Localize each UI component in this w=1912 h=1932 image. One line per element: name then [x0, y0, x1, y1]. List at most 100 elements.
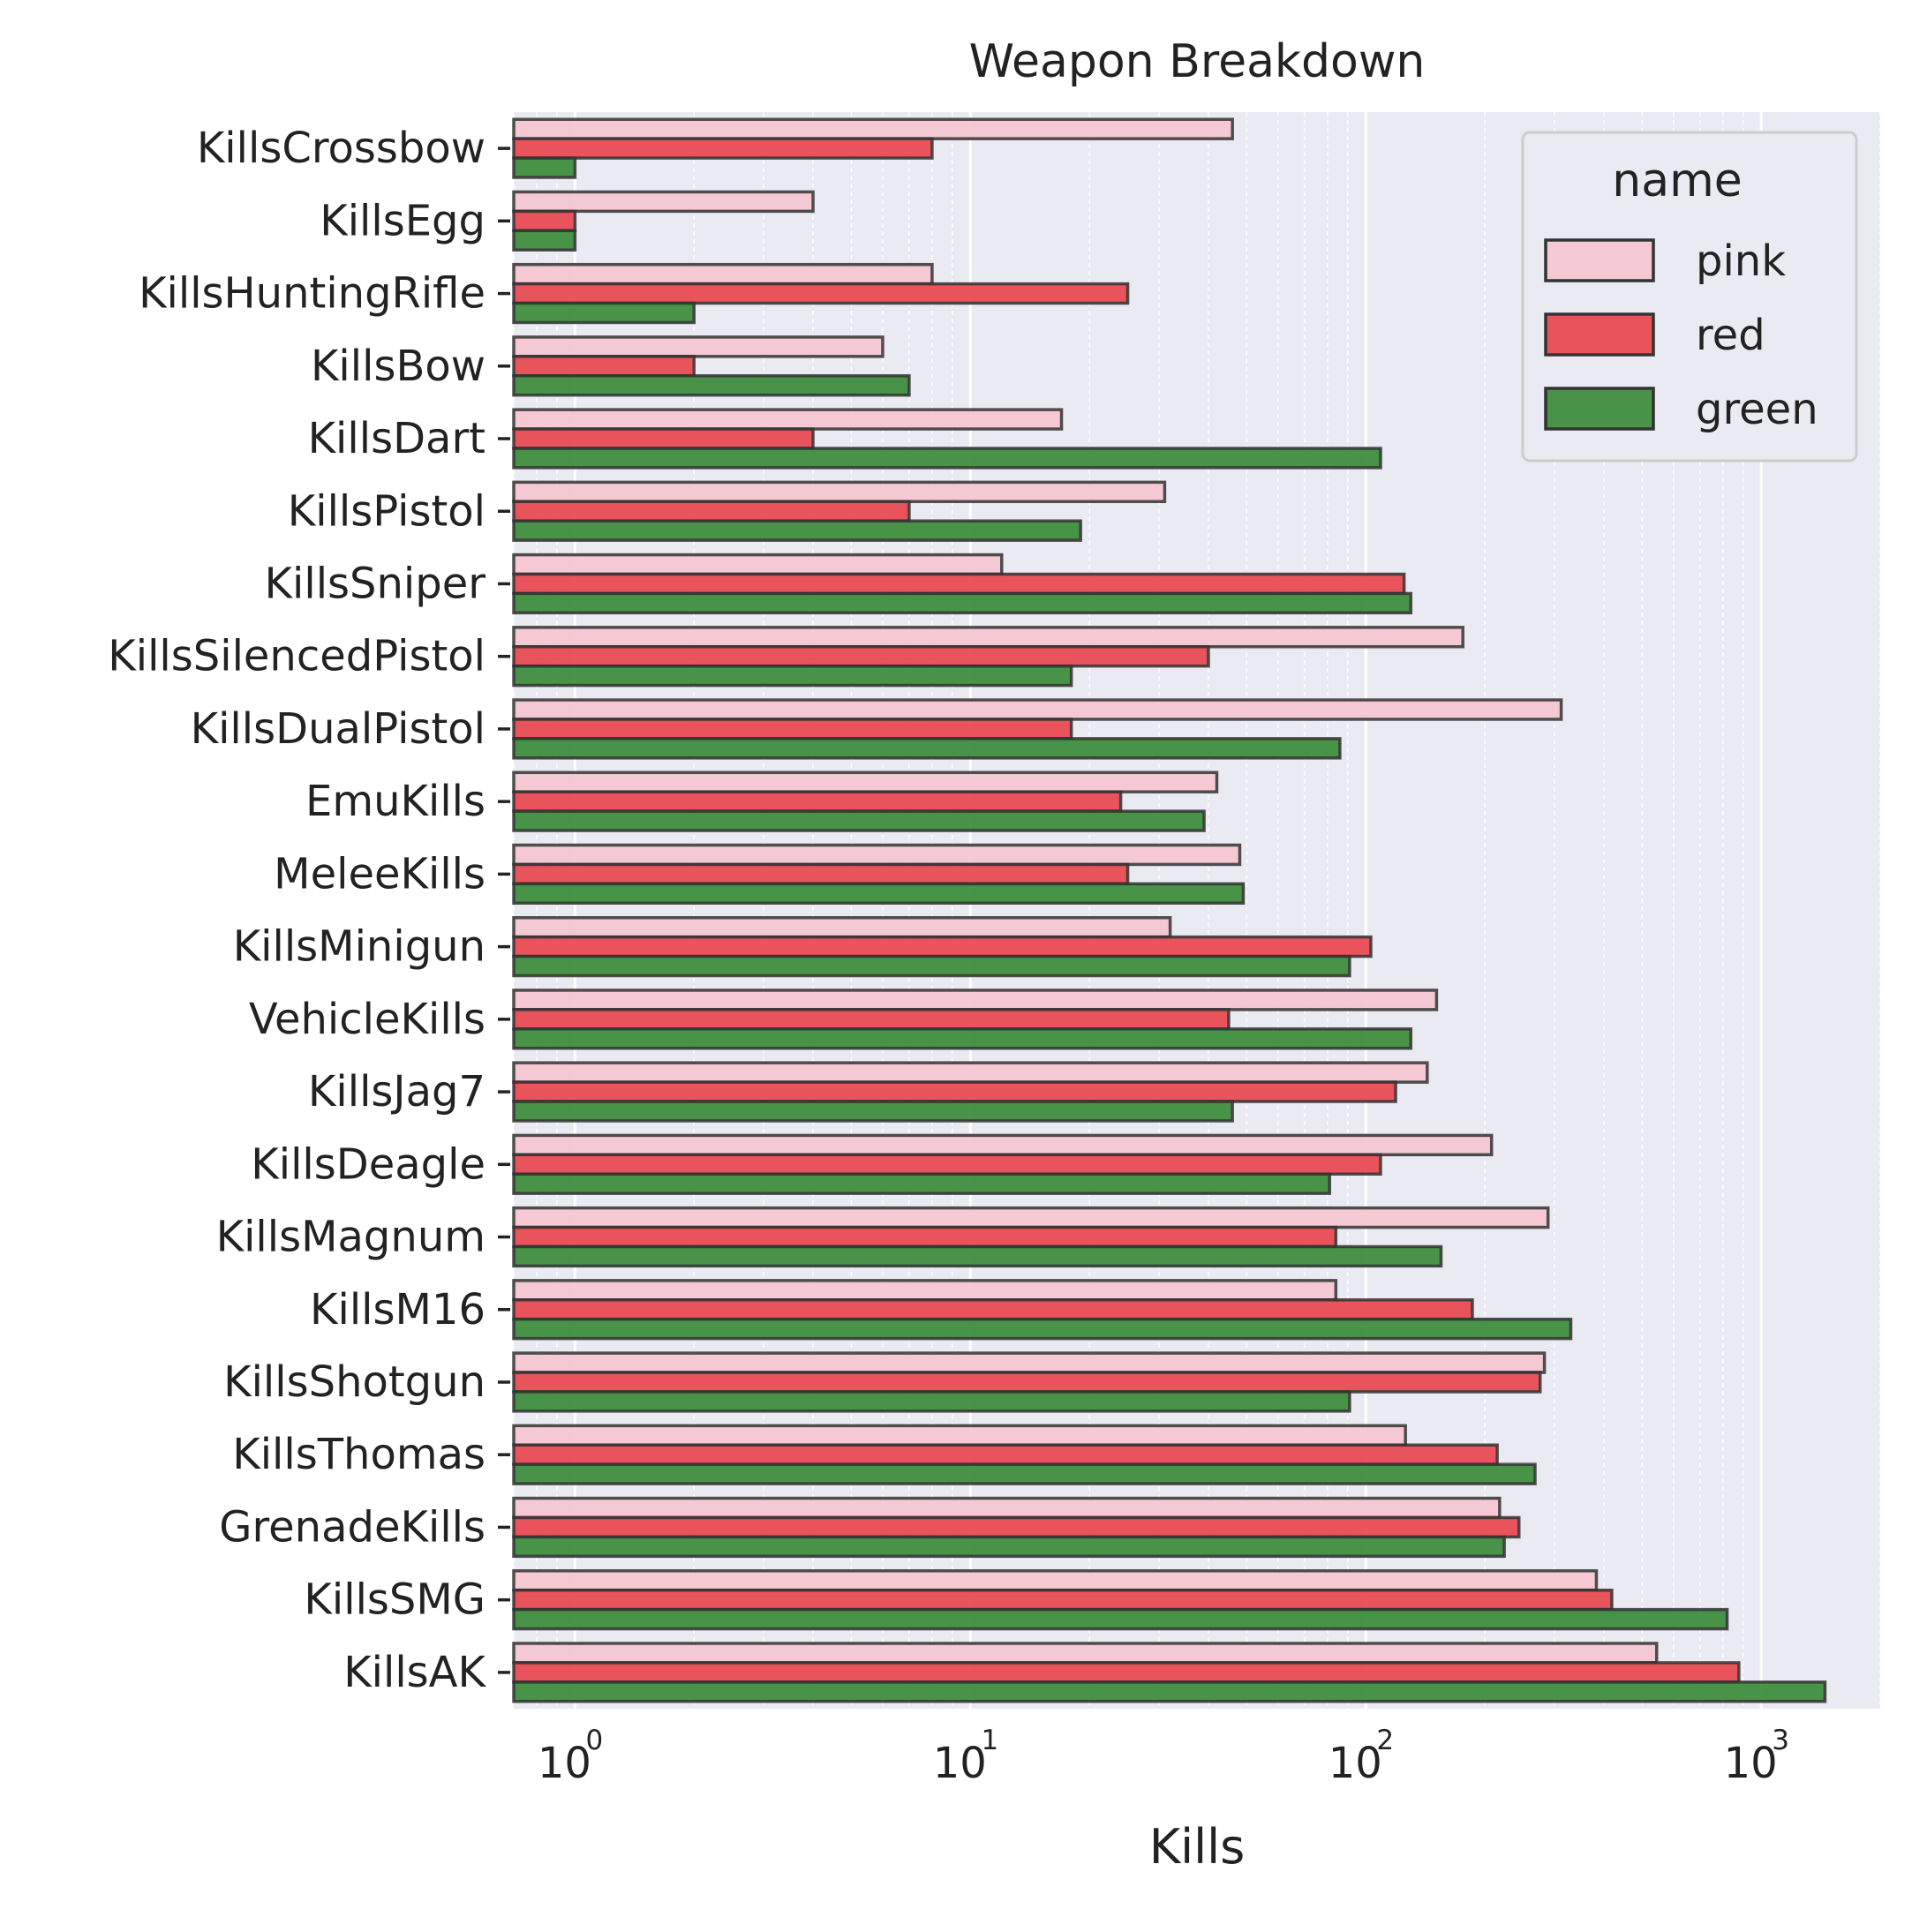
bar-red-KillsSniper: [512, 572, 1406, 596]
bar-red-KillsThomas: [512, 1443, 1499, 1466]
bar-pink-KillsDart: [512, 408, 1064, 431]
bar-green-KillsPistol: [512, 519, 1082, 542]
x-axis: 100 101 102 103: [538, 1725, 1789, 1788]
bar-pink-KillsEgg: [512, 190, 815, 214]
bar-pink-KillsMinigun: [512, 915, 1172, 939]
bar-red-GrenadeKills: [512, 1515, 1521, 1539]
bar-red-EmuKills: [512, 790, 1123, 813]
bar-pink-KillsAK: [512, 1642, 1659, 1665]
x-tick-label: 100: [538, 1725, 603, 1788]
bar-pink-KillsThomas: [512, 1424, 1407, 1447]
bar-red-KillsCrossbow: [512, 137, 934, 160]
legend-title: name: [1612, 154, 1742, 207]
y-tick-label: VehicleKills: [249, 995, 486, 1044]
bar-red-KillsShotgun: [512, 1371, 1542, 1394]
bar-pink-KillsSMG: [512, 1569, 1599, 1592]
bar-pink-KillsHuntingRifle: [512, 262, 934, 286]
bar-red-KillsDart: [512, 427, 815, 450]
bar-green-KillsSniper: [512, 591, 1413, 615]
x-tick-base: 10: [933, 1739, 987, 1788]
bar-green-KillsCrossbow: [512, 156, 577, 179]
y-tick-label: KillsJag7: [308, 1067, 486, 1116]
x-tick-label: 103: [1724, 1725, 1789, 1788]
bar-green-KillsDart: [512, 447, 1382, 470]
bar-red-KillsEgg: [512, 209, 577, 233]
y-tick-label: KillsPistol: [288, 486, 486, 536]
y-tick-label: EmuKills: [305, 777, 486, 826]
bar-pink-KillsSilencedPistol: [512, 626, 1464, 649]
bar-pink-KillsSniper: [512, 553, 1004, 576]
bar-pink-KillsJag7: [512, 1061, 1429, 1084]
y-tick-label: KillsMagnum: [216, 1213, 486, 1262]
bar-green-VehicleKills: [512, 1027, 1413, 1050]
x-tick-base: 10: [1724, 1739, 1778, 1788]
x-axis-label: Kills: [1149, 1819, 1246, 1875]
y-tick-label: KillsSMG: [304, 1575, 486, 1625]
bar-green-GrenadeKills: [512, 1535, 1506, 1559]
y-tick-label: KillsDualPistol: [191, 704, 486, 754]
y-tick-label: KillsSilencedPistol: [108, 632, 486, 681]
legend-label-pink: pink: [1696, 237, 1786, 286]
bar-pink-GrenadeKills: [512, 1496, 1502, 1520]
bar-pink-KillsShotgun: [512, 1351, 1547, 1374]
x-tick-exponent: 3: [1772, 1725, 1789, 1756]
bar-green-KillsShotgun: [512, 1390, 1351, 1413]
bar-green-KillsSMG: [512, 1607, 1729, 1631]
legend-box: [1521, 131, 1858, 462]
x-tick-exponent: 1: [981, 1725, 998, 1756]
y-tick-label: KillsSniper: [265, 559, 486, 608]
legend: name pink red green: [1521, 131, 1858, 462]
bar-red-KillsHuntingRifle: [512, 282, 1130, 305]
bar-red-KillsMinigun: [512, 935, 1373, 958]
bar-green-KillsSilencedPistol: [512, 664, 1073, 688]
bar-pink-KillsM16: [512, 1279, 1338, 1302]
y-tick-label: KillsCrossbow: [197, 124, 486, 173]
legend-swatch-pink: [1544, 238, 1655, 282]
y-tick-label: KillsHuntingRifle: [139, 269, 486, 319]
legend-label-green: green: [1696, 385, 1818, 434]
bar-green-KillsJag7: [512, 1100, 1234, 1123]
bar-green-KillsHuntingRifle: [512, 301, 696, 325]
x-tick-base: 10: [1329, 1739, 1382, 1788]
bar-green-KillsBow: [512, 374, 911, 397]
bar-green-KillsEgg: [512, 229, 577, 252]
bar-green-KillsDeagle: [512, 1172, 1331, 1195]
bar-green-KillsMinigun: [512, 954, 1351, 978]
y-tick-label: KillsShotgun: [223, 1357, 486, 1407]
bar-pink-KillsMagnum: [512, 1206, 1550, 1229]
bar-red-VehicleKills: [512, 1008, 1231, 1031]
bar-red-KillsAK: [512, 1661, 1741, 1684]
bar-pink-KillsDualPistol: [512, 698, 1563, 721]
bar-pink-KillsDeagle: [512, 1133, 1494, 1157]
bar-green-KillsDualPistol: [512, 737, 1342, 760]
x-tick-label: 101: [933, 1725, 998, 1788]
bar-red-KillsM16: [512, 1298, 1474, 1321]
y-tick-label: GrenadeKills: [219, 1502, 486, 1552]
y-tick-label: KillsDart: [308, 414, 486, 463]
y-tick-label: KillsThomas: [232, 1430, 486, 1479]
bar-red-KillsSMG: [512, 1588, 1614, 1612]
y-tick-label: MeleeKills: [274, 849, 486, 898]
bar-green-KillsMagnum: [512, 1244, 1443, 1268]
bar-green-KillsThomas: [512, 1462, 1537, 1485]
bar-red-KillsDualPistol: [512, 718, 1073, 740]
bar-pink-EmuKills: [512, 771, 1219, 793]
y-tick-label: KillsEgg: [320, 196, 486, 245]
x-tick-base: 10: [538, 1739, 591, 1788]
y-tick-label: KillsAK: [343, 1648, 486, 1697]
bar-green-EmuKills: [512, 809, 1206, 832]
y-axis: KillsCrossbow KillsEgg KillsHuntingRifle Ki…: [108, 124, 510, 1697]
y-tick-label: KillsDeagle: [251, 1139, 486, 1189]
x-tick-label: 102: [1329, 1725, 1394, 1788]
bar-pink-KillsCrossbow: [512, 117, 1234, 140]
bar-red-MeleeKills: [512, 862, 1130, 886]
y-tick-label: KillsBow: [311, 342, 486, 391]
bar-green-KillsAK: [512, 1680, 1827, 1703]
bar-pink-MeleeKills: [512, 843, 1242, 867]
legend-swatch-green: [1544, 387, 1655, 431]
x-tick-exponent: 0: [586, 1725, 604, 1756]
bar-red-KillsPistol: [512, 500, 911, 522]
chart-title: Weapon Breakdown: [969, 35, 1426, 88]
legend-label-red: red: [1696, 311, 1765, 360]
